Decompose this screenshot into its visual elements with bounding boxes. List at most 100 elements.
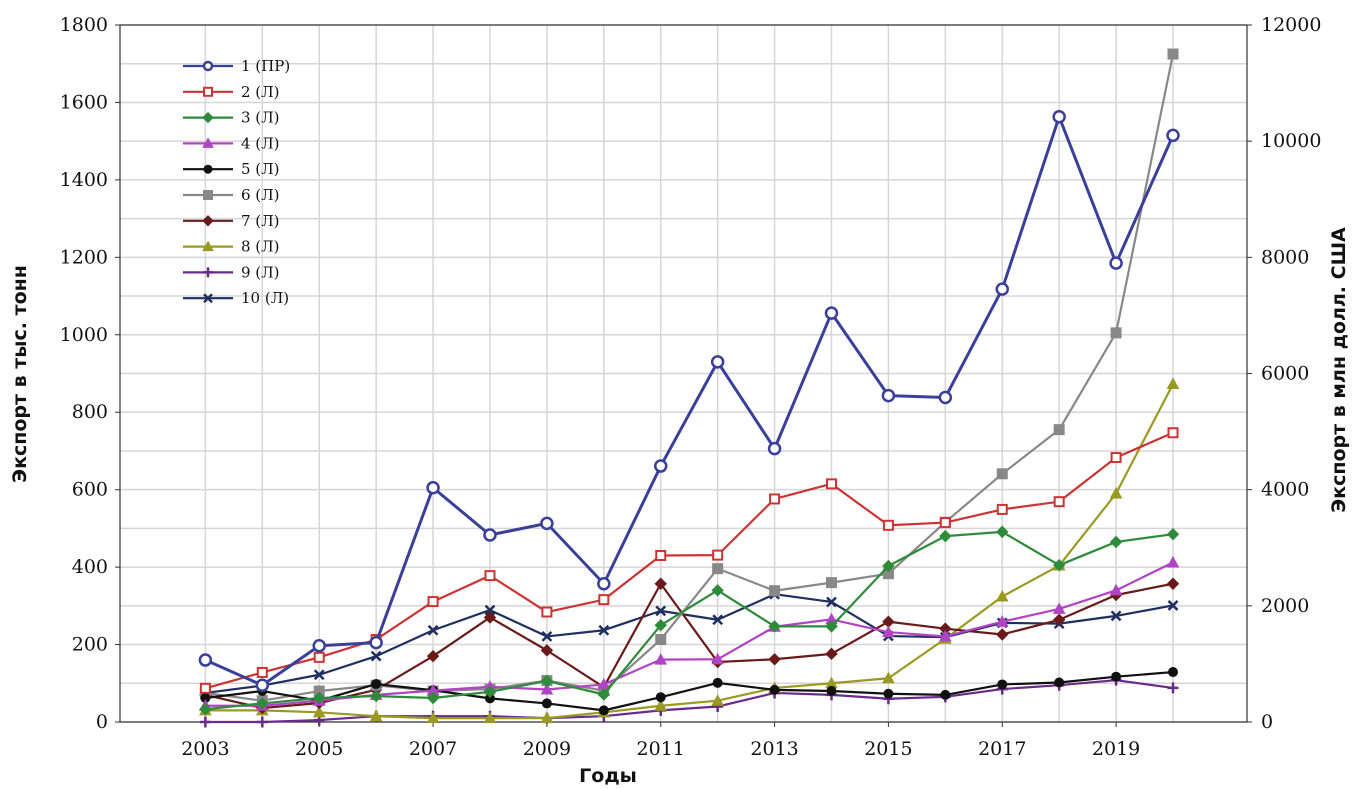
data-point bbox=[1167, 427, 1179, 439]
data-point bbox=[882, 559, 895, 573]
data-point bbox=[483, 611, 497, 624]
data-point bbox=[1054, 677, 1065, 688]
data-point bbox=[767, 441, 782, 456]
data-point bbox=[541, 631, 553, 642]
y-tick-label-right: 12000 bbox=[1261, 14, 1321, 36]
y-tick-label-left: 1000 bbox=[60, 324, 108, 346]
data-point bbox=[598, 594, 610, 606]
data-point bbox=[1166, 128, 1180, 143]
data-point bbox=[939, 517, 951, 529]
data-point bbox=[1052, 613, 1066, 626]
data-point bbox=[654, 653, 668, 665]
data-point bbox=[769, 585, 781, 597]
data-point bbox=[598, 705, 609, 716]
data-point bbox=[1166, 527, 1180, 541]
legend-label: 3 (Л) bbox=[241, 109, 280, 127]
legend-item: 7 (Л) bbox=[183, 212, 280, 230]
data-point bbox=[483, 528, 497, 542]
legend-label: 1 (ПР) bbox=[241, 57, 290, 75]
legend-item: 2 (Л) bbox=[183, 83, 280, 101]
data-point bbox=[996, 503, 1008, 515]
data-point bbox=[426, 691, 440, 705]
x-tick-label: 2011 bbox=[637, 738, 685, 760]
y-tick-label-left: 200 bbox=[72, 634, 108, 656]
data-point bbox=[1111, 671, 1122, 682]
data-point bbox=[1109, 583, 1123, 596]
data-point bbox=[370, 650, 382, 662]
series-line bbox=[205, 383, 1174, 720]
y-axis-title-left: Экспорт в тыс. тонн bbox=[9, 265, 31, 483]
legend-label: 5 (Л) bbox=[241, 160, 280, 178]
data-point bbox=[1167, 48, 1179, 60]
series-1 bbox=[198, 110, 1180, 692]
legend-marker bbox=[203, 164, 213, 174]
data-point bbox=[484, 604, 496, 616]
data-point bbox=[769, 684, 780, 695]
data-point bbox=[540, 674, 554, 688]
data-point bbox=[653, 459, 668, 473]
data-point bbox=[597, 688, 611, 701]
data-point bbox=[996, 525, 1009, 539]
x-tick-label: 2007 bbox=[409, 738, 457, 760]
legend-item: 1 (ПР) bbox=[183, 57, 290, 75]
y-tick-label-right: 8000 bbox=[1261, 246, 1309, 268]
data-point bbox=[1052, 602, 1066, 614]
data-point bbox=[712, 563, 724, 575]
legend-marker bbox=[203, 293, 213, 304]
data-point bbox=[995, 282, 1009, 296]
legend-label: 10 (Л) bbox=[241, 289, 289, 307]
data-point bbox=[939, 529, 952, 543]
legend-label: 7 (Л) bbox=[241, 212, 280, 230]
data-point bbox=[655, 605, 667, 617]
data-point bbox=[313, 651, 325, 663]
data-point bbox=[824, 306, 839, 320]
data-point bbox=[1109, 487, 1123, 499]
series-2 bbox=[199, 427, 1179, 694]
x-tick-label: 2013 bbox=[750, 738, 798, 760]
data-point bbox=[541, 698, 552, 709]
y-tick-label-right: 0 bbox=[1261, 711, 1273, 733]
x-axis-title: Годы bbox=[579, 765, 637, 787]
y-tick-label-left: 0 bbox=[96, 711, 108, 733]
y-axis-right: 0 2000 4000 6000 8000 10000 12000 bbox=[1247, 14, 1321, 733]
data-point bbox=[881, 388, 896, 403]
data-point bbox=[711, 584, 724, 597]
data-point bbox=[541, 606, 553, 618]
legend-label: 2 (Л) bbox=[241, 83, 280, 101]
x-tick-label: 2005 bbox=[295, 738, 343, 760]
data-point bbox=[882, 519, 894, 531]
x-tick-label: 2003 bbox=[181, 738, 229, 760]
data-point bbox=[199, 682, 211, 694]
x-tick-label: 2017 bbox=[978, 738, 1026, 760]
data-point bbox=[313, 669, 325, 681]
data-point bbox=[1166, 377, 1180, 389]
legend-label: 6 (Л) bbox=[241, 186, 280, 204]
data-point bbox=[882, 671, 895, 684]
legend-marker bbox=[202, 60, 214, 72]
data-point bbox=[255, 678, 270, 692]
data-point bbox=[1110, 610, 1122, 622]
data-point bbox=[1053, 424, 1065, 436]
data-point bbox=[996, 628, 1009, 641]
data-point bbox=[654, 577, 667, 590]
data-point bbox=[199, 703, 212, 716]
series-line bbox=[205, 53, 1175, 702]
legend-item: 3 (Л) bbox=[183, 109, 280, 127]
series-line bbox=[205, 679, 1174, 724]
x-axis: 2003 2005 2007 2009 2011 2013 2015 2017 2019 bbox=[181, 722, 1140, 760]
data-point bbox=[427, 596, 439, 608]
data-point bbox=[883, 688, 894, 699]
legend-marker bbox=[202, 215, 214, 227]
data-point bbox=[1168, 667, 1179, 678]
data-point bbox=[826, 686, 837, 697]
data-point bbox=[655, 549, 667, 561]
data-point bbox=[256, 716, 268, 728]
y-tick-label-right: 6000 bbox=[1261, 363, 1309, 385]
legend-label: 4 (Л) bbox=[241, 134, 280, 152]
data-point bbox=[1052, 558, 1066, 572]
y-axis-title-right: Экспорт в млн долл. США bbox=[1328, 227, 1350, 513]
data-point bbox=[540, 682, 554, 695]
y-tick-label-left: 1600 bbox=[60, 91, 108, 113]
data-point bbox=[825, 647, 838, 661]
